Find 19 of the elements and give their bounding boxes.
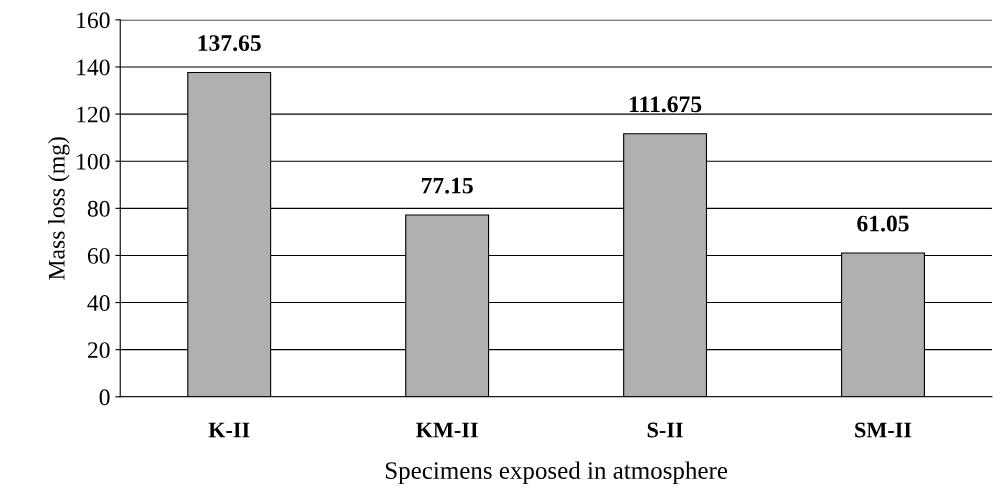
y-tick-label: 20 (87, 342, 110, 359)
y-tick-label: 120 (77, 106, 110, 123)
x-axis-title: Specimens exposed in atmosphere (385, 461, 728, 485)
y-tick-label: 40 (87, 295, 110, 311)
data-label: 77.15 (421, 177, 473, 194)
y-tick-label: 140 (77, 59, 110, 76)
y-tick-label: 100 (77, 153, 110, 170)
x-tick-label: S-II (647, 422, 683, 438)
data-label: 111.675 (629, 96, 702, 113)
data-label: 61.05 (857, 215, 909, 232)
y-tick-label: 0 (99, 389, 110, 406)
y-tick-label: 60 (87, 247, 110, 264)
x-tick-label: KM-II (416, 422, 478, 438)
x-tick-label: SM-II (855, 422, 912, 438)
x-tick-label: K-II (208, 422, 250, 438)
y-tick-label: 80 (87, 200, 110, 217)
y-axis-title: Mass loss (mg) (48, 137, 70, 280)
y-tick-label: 160 (77, 12, 110, 29)
data-label: 137.65 (198, 35, 261, 52)
